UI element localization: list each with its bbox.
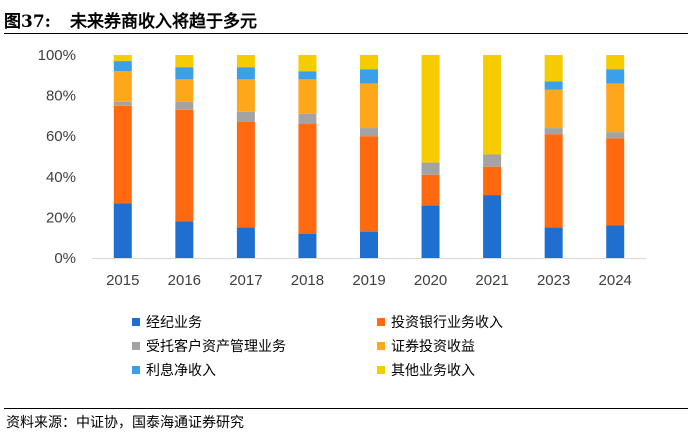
bar-segment-2017-1 <box>236 121 255 228</box>
bar-segment-2019-3 <box>360 83 378 129</box>
legend-label: 利息净收入 <box>146 363 216 379</box>
bar-segment-2021-2 <box>483 154 502 167</box>
legend-swatch <box>132 342 140 350</box>
y-tick-label: 60% <box>46 128 76 145</box>
bar-segment-2020-2 <box>421 162 440 175</box>
x-tick-label: 2016 <box>168 272 201 289</box>
bar-segment-2016-5 <box>175 55 194 68</box>
legend-label: 受托客户资产管理业务 <box>146 339 286 355</box>
bar-segment-2017-4 <box>236 67 255 80</box>
bar-segment-2020-0 <box>421 205 440 258</box>
bar-segment-2018-0 <box>298 233 317 258</box>
legend-item: 投资银行业务收入 <box>377 314 503 332</box>
bar-segment-2017-0 <box>236 227 255 258</box>
x-tick-label: 2020 <box>414 272 447 289</box>
bar-segment-2021-0 <box>483 195 502 258</box>
bar-segment-2015-1 <box>113 105 132 204</box>
bar-segment-2015-4 <box>113 61 132 72</box>
legend-swatch <box>132 366 140 374</box>
bar-segment-2018-4 <box>298 71 317 80</box>
legend-item: 经纪业务 <box>132 314 202 332</box>
y-tick-label: 80% <box>46 88 76 105</box>
x-tick-label: 2021 <box>475 272 508 289</box>
legend-label: 经纪业务 <box>146 315 202 331</box>
legend-item: 其他业务收入 <box>377 362 475 380</box>
bar-segment-2018-1 <box>298 124 317 234</box>
bar-segment-2023-2 <box>544 128 563 135</box>
bar-segment-2023-0 <box>544 227 563 258</box>
source-divider <box>4 408 688 409</box>
x-tick-label: 2019 <box>352 272 385 289</box>
bar-segment-2018-5 <box>298 55 317 72</box>
bar-segment-2024-1 <box>606 138 625 226</box>
bar-segment-2017-5 <box>236 55 255 68</box>
y-tick-label: 40% <box>46 169 76 186</box>
legend-label: 证券投资收益 <box>391 339 475 355</box>
bar-segment-2021-1 <box>483 166 502 196</box>
figure-number: 图37: <box>4 12 51 32</box>
bar-segment-2016-3 <box>175 79 194 102</box>
figure-title-row: 图37: 未来券商收入将趋于多元 <box>4 3 688 33</box>
legend-label: 投资银行业务收入 <box>391 315 503 331</box>
bar-segment-2024-0 <box>606 225 625 258</box>
bar-segment-2018-3 <box>298 79 317 114</box>
bar-segment-2020-5 <box>421 55 440 163</box>
bar-segment-2019-4 <box>360 69 378 84</box>
bar-segment-2019-0 <box>360 231 378 258</box>
bar-segment-2016-1 <box>175 109 194 222</box>
x-tick-label: 2017 <box>229 272 262 289</box>
bar-segment-2019-2 <box>360 128 378 137</box>
x-tick-label: 2024 <box>599 272 632 289</box>
y-tick-label: 20% <box>46 209 76 226</box>
bar-segment-2017-2 <box>236 111 255 122</box>
y-tick-label: 100% <box>38 47 76 64</box>
y-tick-label: 0% <box>54 250 76 267</box>
figure-title: 未来券商收入将趋于多元 <box>70 12 257 32</box>
bar-segment-2023-3 <box>544 89 563 129</box>
bar-segment-2019-5 <box>360 55 378 70</box>
bar-segment-2023-1 <box>544 134 563 228</box>
source-note: 资料来源：中证协，国泰海通证券研究 <box>6 415 244 431</box>
bar-segment-2024-2 <box>606 132 625 139</box>
legend-item: 利息净收入 <box>132 362 216 380</box>
bar-segment-2016-2 <box>175 101 194 110</box>
x-tick-label: 2015 <box>106 272 139 289</box>
legend-item: 受托客户资产管理业务 <box>132 338 286 356</box>
legend-swatch <box>132 318 140 326</box>
stacked-bar-chart: 0% 20% 40% 60% 80% 100% 2015 2016 2017 2018 2019 20… <box>38 47 646 289</box>
bar-segment-2018-2 <box>298 113 317 125</box>
bar-segment-2024-5 <box>606 55 625 70</box>
legend-swatch <box>377 366 385 374</box>
legend-swatch <box>377 342 385 350</box>
bar-segment-2024-3 <box>606 83 625 133</box>
bar-segment-2023-4 <box>544 81 563 90</box>
title-divider <box>4 33 688 34</box>
bar-segment-2020-1 <box>421 174 440 206</box>
x-tick-label: 2018 <box>291 272 324 289</box>
bar-segment-2016-4 <box>175 67 194 80</box>
bar-segment-2015-0 <box>113 203 132 258</box>
bar-segment-2021-5 <box>483 55 502 155</box>
bar-segment-2017-3 <box>236 79 255 112</box>
bar-segment-2016-0 <box>175 221 194 258</box>
bar-segment-2015-2 <box>113 101 132 106</box>
legend-item: 证券投资收益 <box>377 338 475 356</box>
legend-label: 其他业务收入 <box>391 363 475 379</box>
bar-segment-2019-1 <box>360 136 378 232</box>
legend-swatch <box>377 318 385 326</box>
chart-legend: 经纪业务 投资银行业务收入受托客户资产管理业务 证券投资收益利息净收入 其他业务收入 <box>0 306 692 386</box>
x-tick-label: 2023 <box>537 272 570 289</box>
bar-segment-2015-5 <box>113 55 132 62</box>
bar-segment-2015-3 <box>113 71 132 102</box>
bar-segment-2024-4 <box>606 69 625 84</box>
bar-segment-2023-5 <box>544 55 563 82</box>
